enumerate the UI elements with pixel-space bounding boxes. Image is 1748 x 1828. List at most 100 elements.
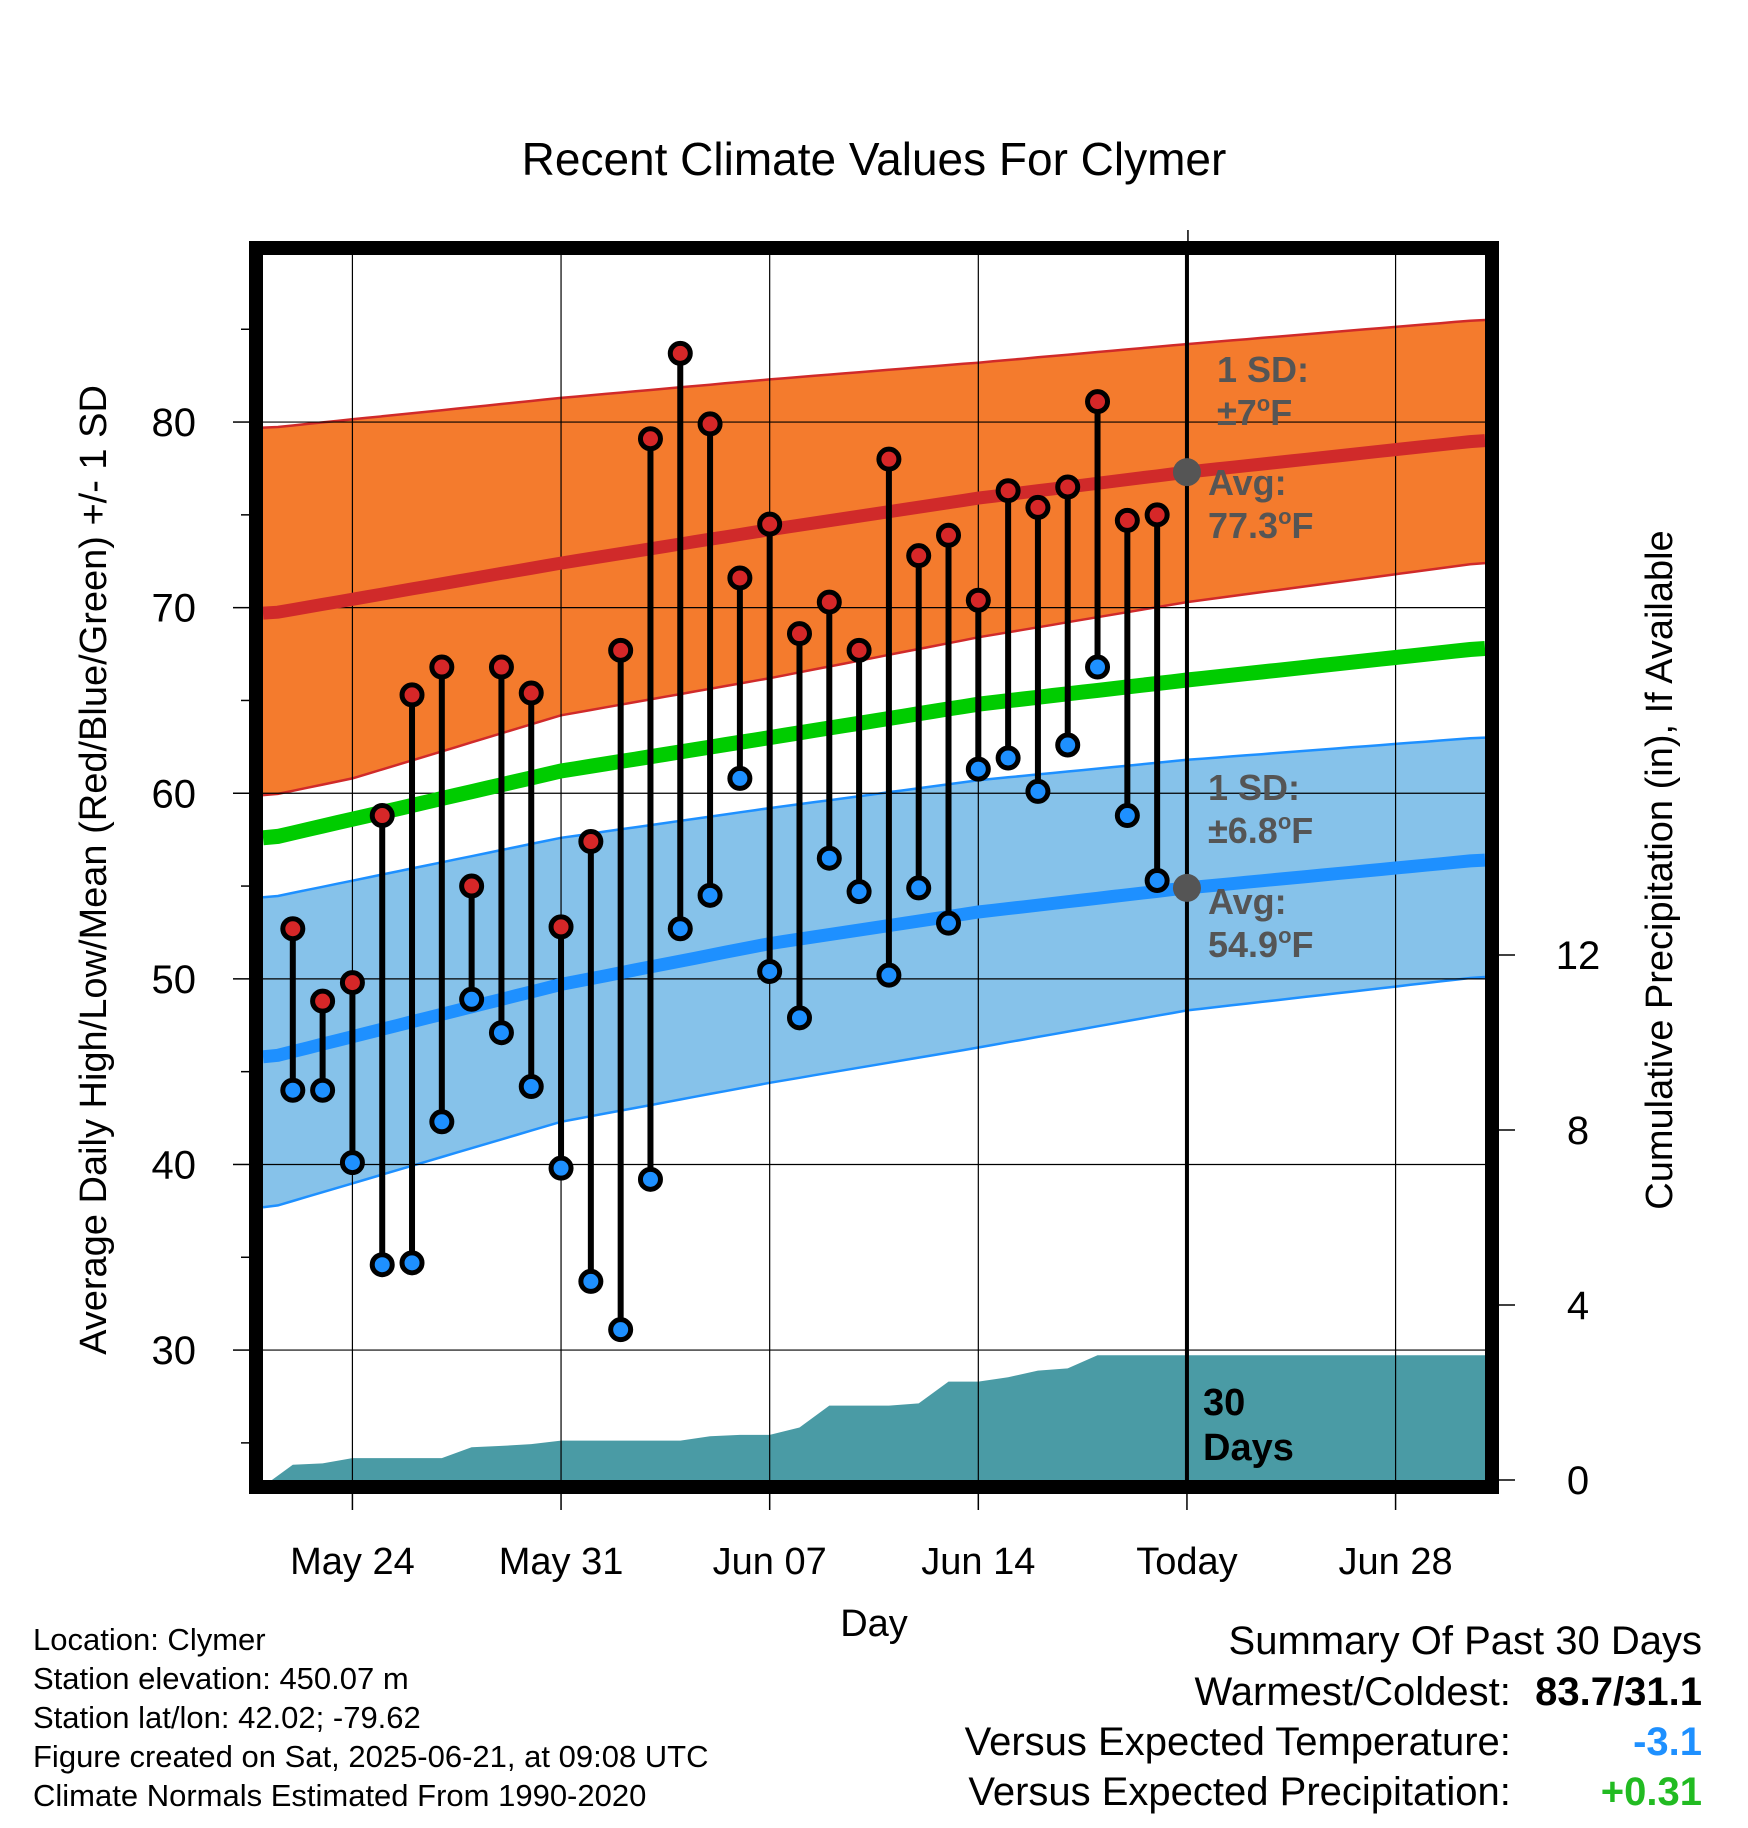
summary-precip-row: Versus Expected Precipitation: +0.31 [965,1767,1702,1817]
low-sd-band [263,737,1485,1208]
daily-high-point [1085,389,1111,415]
y2-tick-label: 0 [1567,1459,1589,1503]
summary-precip-label: Versus Expected Precipitation: [968,1770,1511,1814]
daily-high-point [1144,502,1170,528]
daily-low-point [995,745,1021,771]
station-info: Location: Clymer Station elevation: 450.… [33,1620,709,1815]
x-tick-label: Today [1136,1541,1237,1583]
daily-low-point [1144,867,1170,893]
summary-title: Summary Of Past 30 Days [1228,1619,1702,1663]
daily-high-point [1114,507,1140,533]
daily-high-point [280,916,306,942]
summary-warmest-value: 83.7/31.1 [1535,1670,1702,1714]
x-tick-label: Jun 28 [1339,1541,1453,1583]
daily-high-point [518,680,544,706]
summary-panel: Summary Of Past 30 Days Warmest/Coldest:… [965,1615,1702,1817]
daily-low-point [488,1020,514,1046]
daily-low-point [1085,654,1111,680]
days-label-line2: Days [1203,1427,1294,1469]
daily-high-point [965,587,991,613]
daily-high-point [459,873,485,899]
daily-high-point [786,621,812,647]
daily-high-point [906,543,932,569]
daily-low-point [608,1317,634,1343]
daily-low-point [548,1155,574,1181]
daily-low-point [280,1077,306,1103]
summary-precip-value: +0.31 [1600,1770,1702,1814]
daily-high-point [578,829,604,855]
today-normal-high-marker [1172,458,1201,487]
daily-low-point [786,1005,812,1031]
high-band-upper-edge [263,318,1485,429]
daily-high-point [369,803,395,829]
daily-high-point [548,914,574,940]
daily-high-point [1025,494,1051,520]
daily-low-point [757,958,783,984]
daily-high-point [697,411,723,437]
days-label-line1: 30 [1203,1382,1245,1424]
y2-axis-label: Cumulative Precipitation (in), If Availa… [1639,530,1681,1209]
summary-temp-value: -3.1 [1633,1720,1702,1764]
y-tick-label: 50 [152,958,197,1002]
daily-low-point [459,986,485,1012]
daily-low-point [339,1150,365,1176]
daily-low-point [399,1250,425,1276]
daily-low-point [876,962,902,988]
summary-temp-row: Versus Expected Temperature: -3.1 [965,1717,1702,1767]
daily-low-point [1025,778,1051,804]
daily-high-point [667,340,693,366]
daily-low-point [637,1166,663,1192]
daily-low-point [518,1074,544,1100]
daily-low-point [697,882,723,908]
low-sd-label-line2: ±6.8oF [1208,809,1313,851]
plot-frame [249,241,1499,1494]
low-band-upper-edge [263,736,1485,899]
daily-high-point [816,589,842,615]
high-sd-label-line1: 1 SD: [1217,349,1309,390]
daily-high-point [936,522,962,548]
normal-high-line [263,434,1485,620]
daily-high-point [310,988,336,1014]
low-sd-label-line1: 1 SD: [1208,767,1300,808]
low-avg-label-line1: Avg: [1208,881,1287,922]
high-sd-label-line2: ±7oF [1217,391,1292,433]
daily-low-point [727,765,753,791]
today-normal-low-marker [1172,873,1201,902]
daily-high-point [995,478,1021,504]
info-elevation: Station elevation: 450.07 m [33,1661,409,1696]
info-created: Figure created on Sat, 2025-06-21, at 09… [33,1739,709,1774]
y-tick-label: 30 [152,1329,197,1373]
daily-high-point [1055,474,1081,500]
daily-high-point [876,446,902,472]
y-axis-label: Average Daily High/Low/Mean (Red/Blue/Gr… [73,385,115,1355]
y-tick-label: 70 [152,587,197,631]
daily-low-point [1114,803,1140,829]
y-tick-label: 60 [152,772,197,816]
normal-mean-line [263,641,1485,846]
daily-high-point [608,637,634,663]
daily-high-point [846,637,872,663]
high-avg-label-line1: Avg: [1208,462,1287,503]
chart-title: Recent Climate Values For Clymer [522,133,1227,185]
info-location: Location: Clymer [33,1622,266,1657]
cumulative-precip-area [271,1355,1485,1480]
daily-high-point [488,654,514,680]
y-tick-label: 80 [152,401,197,445]
daily-high-point [727,565,753,591]
high-band-lower-edge [263,561,1485,797]
daily-high-point [637,426,663,452]
x-tick-label: Jun 07 [713,1541,827,1583]
y-tick-label: 40 [152,1143,197,1187]
x-tick-label: Jun 14 [921,1541,1035,1583]
daily-high-point [339,970,365,996]
low-avg-label-line2: 54.9oF [1208,923,1314,965]
daily-low-point [578,1268,604,1294]
summary-temp-label: Versus Expected Temperature: [964,1720,1511,1764]
daily-high-point [399,682,425,708]
daily-low-point [369,1252,395,1278]
daily-low-point [965,756,991,782]
daily-low-point [816,845,842,871]
x-axis-label: Day [840,1603,908,1645]
daily-high-point [429,654,455,680]
